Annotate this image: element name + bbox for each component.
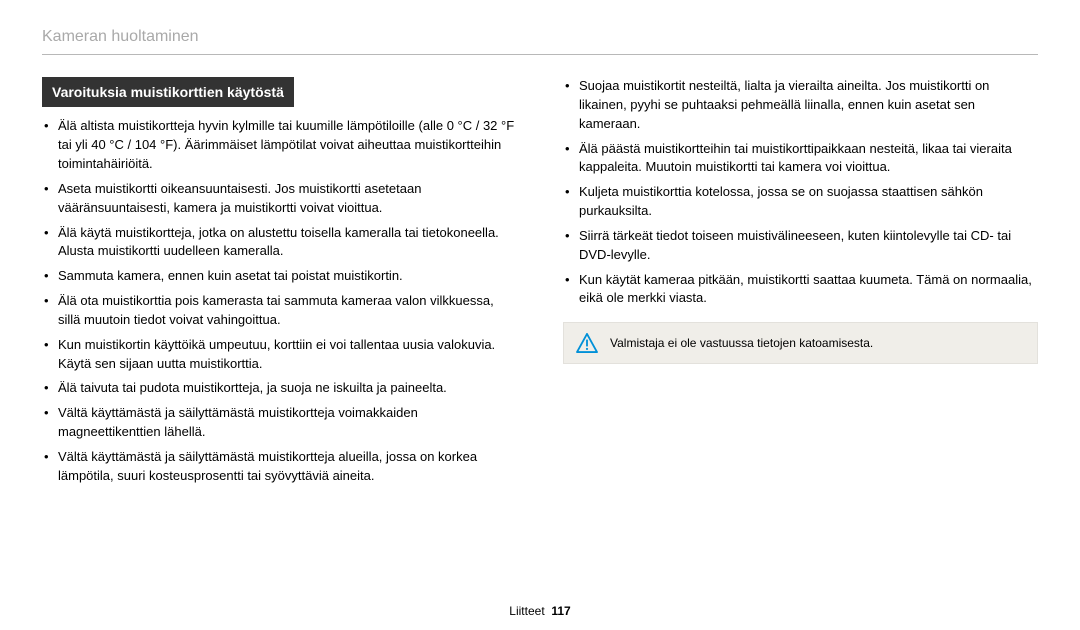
list-item: Sammuta kamera, ennen kuin asetat tai po… xyxy=(42,267,517,286)
footer-page-number: 117 xyxy=(551,604,570,618)
right-bullet-list: Suojaa muistikortit nesteiltä, lialta ja… xyxy=(563,77,1038,308)
list-item: Kun käytät kameraa pitkään, muistikortti… xyxy=(563,271,1038,309)
right-column: Suojaa muistikortit nesteiltä, lialta ja… xyxy=(563,77,1038,492)
list-item: Kuljeta muistikorttia kotelossa, jossa s… xyxy=(563,183,1038,221)
page-title: Kameran huoltaminen xyxy=(42,28,1038,46)
header-band: Kameran huoltaminen xyxy=(42,28,1038,55)
list-item: Älä ota muistikorttia pois kamerasta tai… xyxy=(42,292,517,330)
list-item: Älä taivuta tai pudota muistikortteja, j… xyxy=(42,379,517,398)
warning-infobox: Valmistaja ei ole vastuussa tietojen kat… xyxy=(563,322,1038,364)
list-item: Siirrä tärkeät tiedot toiseen muistiväli… xyxy=(563,227,1038,265)
list-item: Älä päästä muistikortteihin tai muistiko… xyxy=(563,140,1038,178)
list-item: Älä altista muistikortteja hyvin kylmill… xyxy=(42,117,517,174)
list-item: Suojaa muistikortit nesteiltä, lialta ja… xyxy=(563,77,1038,134)
list-item: Kun muistikortin käyttöikä umpeutuu, kor… xyxy=(42,336,517,374)
footer-section: Liitteet xyxy=(509,604,544,618)
left-bullet-list: Älä altista muistikortteja hyvin kylmill… xyxy=(42,117,517,485)
page-root: Kameran huoltaminen Varoituksia muistiko… xyxy=(0,0,1080,502)
list-item: Vältä käyttämästä ja säilyttämästä muist… xyxy=(42,404,517,442)
list-item: Älä käytä muistikortteja, jotka on alust… xyxy=(42,224,517,262)
content-columns: Varoituksia muistikorttien käytöstä Älä … xyxy=(42,77,1038,492)
list-item: Aseta muistikortti oikeansuuntaisesti. J… xyxy=(42,180,517,218)
list-item: Vältä käyttämästä ja säilyttämästä muist… xyxy=(42,448,517,486)
warning-triangle-icon xyxy=(576,333,598,353)
page-footer: Liitteet 117 xyxy=(0,604,1080,618)
section-heading: Varoituksia muistikorttien käytöstä xyxy=(42,77,294,107)
infobox-text: Valmistaja ei ole vastuussa tietojen kat… xyxy=(610,335,873,352)
left-column: Varoituksia muistikorttien käytöstä Älä … xyxy=(42,77,517,492)
